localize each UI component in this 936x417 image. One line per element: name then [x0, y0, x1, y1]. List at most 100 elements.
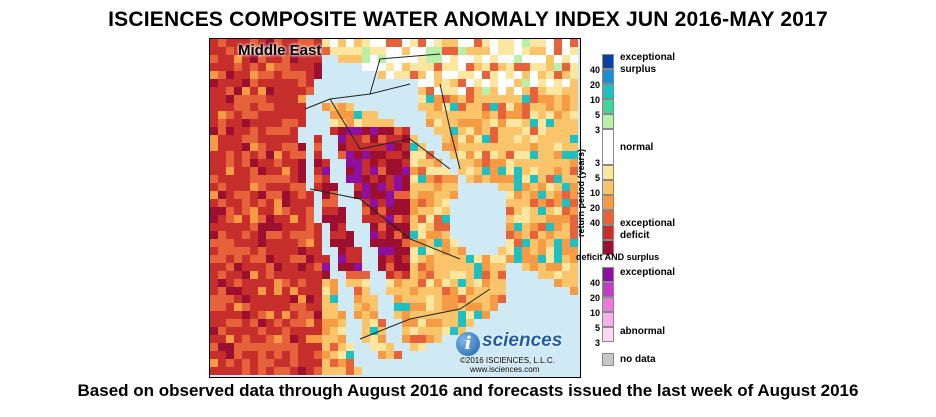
map-cell — [290, 319, 298, 327]
map-cell — [250, 87, 258, 95]
map-cell — [530, 167, 538, 175]
map-cell — [538, 215, 546, 223]
map-cell — [378, 327, 386, 335]
map-cell — [418, 175, 426, 183]
map-cell — [258, 351, 266, 359]
map-cell — [522, 119, 530, 127]
map-cell — [266, 183, 274, 191]
map-cell — [274, 143, 282, 151]
map-cell — [570, 71, 578, 79]
map-cell — [290, 135, 298, 143]
map-cell — [250, 127, 258, 135]
map-cell — [386, 119, 394, 127]
map-cell — [394, 191, 402, 199]
map-cell — [490, 39, 498, 47]
map-cell — [218, 143, 226, 151]
map-cell — [546, 87, 554, 95]
map-cell — [410, 271, 418, 279]
map-cell — [490, 119, 498, 127]
legend-nodata-label: no data — [620, 354, 656, 365]
map-cell — [362, 111, 370, 119]
map-cell — [242, 327, 250, 335]
map-cell — [226, 159, 234, 167]
map-cell — [282, 239, 290, 247]
map-cell — [210, 119, 218, 127]
map-cell — [210, 359, 218, 367]
map-cell — [394, 303, 402, 311]
map-cell — [314, 351, 322, 359]
map-cell — [330, 311, 338, 319]
map-cell — [498, 151, 506, 159]
map-cell — [442, 199, 450, 207]
map-cell — [498, 175, 506, 183]
map-cell — [338, 127, 346, 135]
map-cell — [434, 255, 442, 263]
map-cell — [570, 79, 578, 87]
legend-both-bottom-label: abnormal — [620, 326, 666, 337]
map-cell — [258, 159, 266, 167]
map-cell — [562, 119, 570, 127]
map-cell — [218, 47, 226, 55]
map-cell — [362, 303, 370, 311]
map-cell — [298, 111, 306, 119]
map-cell — [362, 319, 370, 327]
map-cell — [274, 231, 282, 239]
map-cell — [546, 207, 554, 215]
map-cell — [522, 111, 530, 119]
map-cell — [522, 255, 530, 263]
map-cell — [282, 87, 290, 95]
map-cell — [298, 191, 306, 199]
map-cell — [210, 271, 218, 279]
map-cell — [418, 215, 426, 223]
map-cell — [538, 223, 546, 231]
swatch-deficit-5 — [602, 180, 614, 195]
map-cell — [218, 359, 226, 367]
map-cell — [258, 231, 266, 239]
map-cell — [298, 223, 306, 231]
map-cell — [242, 303, 250, 311]
map-cell — [370, 127, 378, 135]
map-cell — [514, 63, 522, 71]
map-cell — [394, 175, 402, 183]
map-cell — [218, 79, 226, 87]
map-cell — [434, 247, 442, 255]
map-cell — [338, 135, 346, 143]
map-cell — [418, 159, 426, 167]
map-cell — [394, 279, 402, 287]
map-cell — [490, 135, 498, 143]
map-cell — [298, 271, 306, 279]
map-cell — [290, 231, 298, 239]
map-cell — [298, 359, 306, 367]
map-cell — [314, 279, 322, 287]
map-cell — [298, 263, 306, 271]
map-cell — [298, 247, 306, 255]
map-cell — [434, 231, 442, 239]
map-cell — [450, 263, 458, 271]
map-cell — [418, 327, 426, 335]
map-cell — [426, 279, 434, 287]
swatch-deficit-exceptional — [602, 240, 614, 255]
map-cell — [466, 111, 474, 119]
map-cell — [434, 55, 442, 63]
tick-both: 20 — [589, 293, 600, 303]
map-cell — [306, 207, 314, 215]
map-cell — [418, 103, 426, 111]
map-cell — [338, 39, 346, 47]
footer-caption: Based on observed data through August 20… — [77, 381, 859, 400]
map-cell — [282, 207, 290, 215]
map-cell — [282, 79, 290, 87]
map-cell — [562, 183, 570, 191]
map-cell — [250, 191, 258, 199]
map-cell — [426, 63, 434, 71]
map-cell — [458, 79, 466, 87]
map-cell — [298, 343, 306, 351]
map-cell — [282, 279, 290, 287]
map-cell — [546, 191, 554, 199]
map-cell — [354, 303, 362, 311]
map-cell — [234, 55, 242, 63]
map-cell — [442, 47, 450, 55]
map-cell — [266, 215, 274, 223]
map-cell — [570, 143, 578, 151]
map-cell — [426, 199, 434, 207]
map-cell — [370, 143, 378, 151]
